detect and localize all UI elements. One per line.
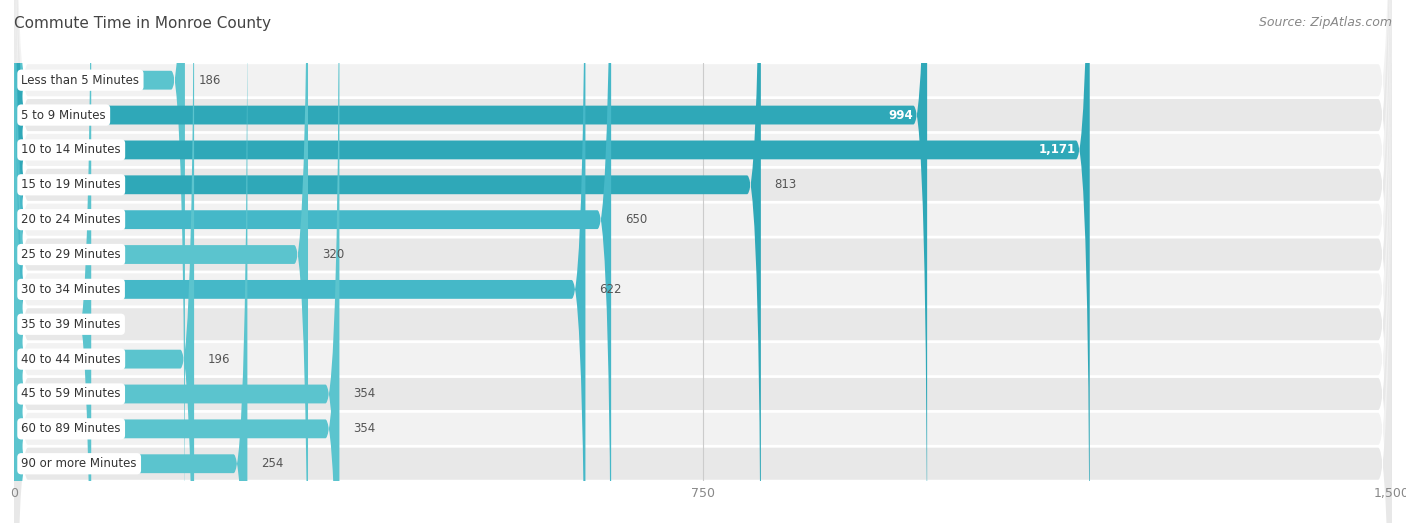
Text: 320: 320 [322, 248, 344, 261]
Text: Source: ZipAtlas.com: Source: ZipAtlas.com [1258, 16, 1392, 29]
Text: 1,171: 1,171 [1039, 143, 1076, 156]
FancyBboxPatch shape [14, 0, 1392, 523]
Text: 84: 84 [105, 318, 120, 331]
Text: Commute Time in Monroe County: Commute Time in Monroe County [14, 16, 271, 31]
Text: 186: 186 [198, 74, 221, 87]
Text: 30 to 34 Minutes: 30 to 34 Minutes [21, 283, 121, 296]
FancyBboxPatch shape [14, 0, 1392, 523]
Text: 5 to 9 Minutes: 5 to 9 Minutes [21, 109, 105, 121]
FancyBboxPatch shape [14, 0, 1392, 523]
Text: Less than 5 Minutes: Less than 5 Minutes [21, 74, 139, 87]
Text: 196: 196 [208, 353, 231, 366]
Text: 35 to 39 Minutes: 35 to 39 Minutes [21, 318, 121, 331]
FancyBboxPatch shape [14, 0, 186, 523]
FancyBboxPatch shape [14, 0, 1392, 523]
FancyBboxPatch shape [14, 0, 308, 523]
FancyBboxPatch shape [14, 0, 585, 523]
FancyBboxPatch shape [14, 0, 1090, 523]
FancyBboxPatch shape [14, 0, 91, 523]
Text: 20 to 24 Minutes: 20 to 24 Minutes [21, 213, 121, 226]
Text: 354: 354 [353, 388, 375, 401]
Text: 622: 622 [599, 283, 621, 296]
Text: 45 to 59 Minutes: 45 to 59 Minutes [21, 388, 121, 401]
FancyBboxPatch shape [14, 0, 247, 523]
Text: 60 to 89 Minutes: 60 to 89 Minutes [21, 423, 121, 435]
FancyBboxPatch shape [14, 0, 1392, 523]
Text: 254: 254 [262, 457, 284, 470]
Text: 650: 650 [624, 213, 647, 226]
FancyBboxPatch shape [14, 0, 927, 523]
Text: 994: 994 [889, 109, 914, 121]
FancyBboxPatch shape [14, 0, 1392, 523]
FancyBboxPatch shape [14, 0, 1392, 523]
FancyBboxPatch shape [14, 0, 194, 523]
Text: 90 or more Minutes: 90 or more Minutes [21, 457, 136, 470]
Text: 15 to 19 Minutes: 15 to 19 Minutes [21, 178, 121, 191]
Text: 354: 354 [353, 423, 375, 435]
Text: 40 to 44 Minutes: 40 to 44 Minutes [21, 353, 121, 366]
Text: 10 to 14 Minutes: 10 to 14 Minutes [21, 143, 121, 156]
FancyBboxPatch shape [14, 0, 1392, 523]
FancyBboxPatch shape [14, 0, 1392, 523]
FancyBboxPatch shape [14, 0, 339, 523]
Text: 25 to 29 Minutes: 25 to 29 Minutes [21, 248, 121, 261]
FancyBboxPatch shape [14, 0, 1392, 523]
FancyBboxPatch shape [14, 0, 761, 523]
FancyBboxPatch shape [14, 0, 1392, 523]
FancyBboxPatch shape [14, 0, 339, 523]
FancyBboxPatch shape [14, 0, 1392, 523]
Text: 813: 813 [775, 178, 797, 191]
FancyBboxPatch shape [14, 0, 612, 523]
